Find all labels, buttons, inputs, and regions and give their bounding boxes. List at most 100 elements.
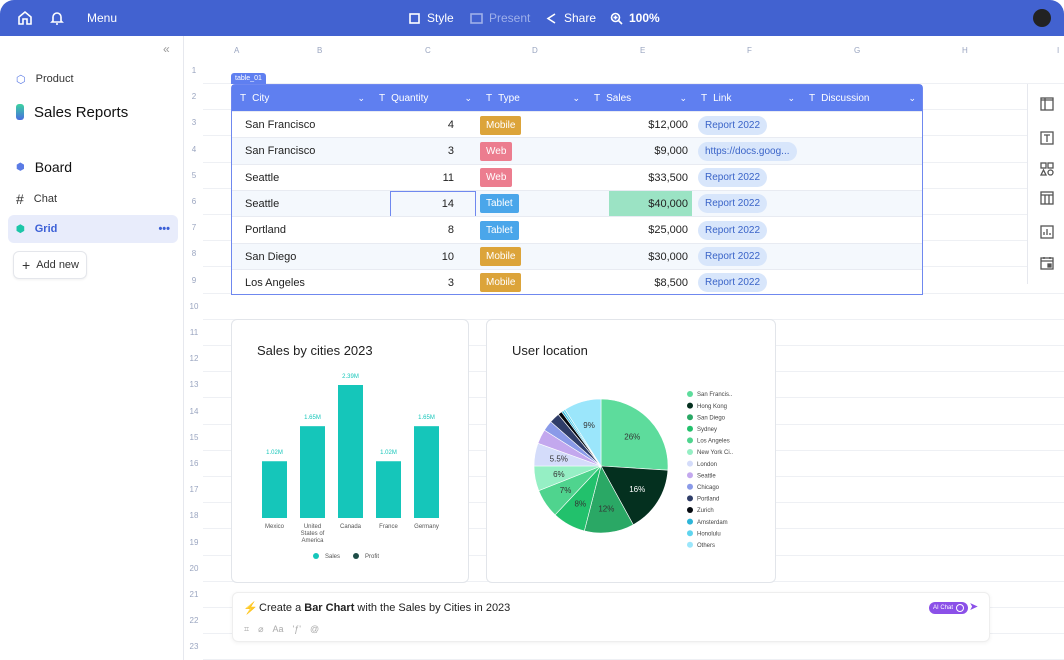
chevron-down-icon[interactable]: ⌄: [572, 92, 580, 103]
chevron-down-icon[interactable]: ⌄: [357, 92, 365, 103]
link-chip[interactable]: Report 2022: [698, 168, 768, 188]
bar[interactable]: [300, 426, 325, 518]
link-chip[interactable]: Report 2022: [698, 247, 768, 266]
chevron-down-icon[interactable]: ⌄: [464, 92, 472, 103]
type-cell[interactable]: Mobile: [480, 244, 522, 270]
column-header-city[interactable]: T City ⌄: [232, 85, 371, 111]
row-header[interactable]: 16: [189, 459, 199, 468]
quantity-cell[interactable]: 3: [447, 276, 454, 289]
row-header[interactable]: 23: [189, 642, 199, 652]
frame-icon[interactable]: ⌗: [244, 624, 250, 634]
row-header[interactable]: 12: [189, 354, 199, 364]
quantity-cell[interactable]: 4: [447, 119, 454, 131]
type-cell[interactable]: Tablet: [480, 217, 519, 243]
link-cell[interactable]: Report 2022: [698, 270, 768, 296]
column-header[interactable]: A: [234, 46, 240, 55]
row-header[interactable]: 14: [189, 406, 199, 416]
notifications-button[interactable]: [50, 0, 64, 36]
shapes-tool-icon[interactable]: [1040, 162, 1054, 176]
row-header[interactable]: 5: [191, 170, 197, 180]
present-button[interactable]: Present: [470, 0, 530, 36]
row-header[interactable]: 9: [191, 275, 197, 285]
chevron-down-icon[interactable]: ⌄: [908, 92, 916, 103]
link-chip[interactable]: Report 2022: [698, 115, 768, 135]
link-chip[interactable]: Report 2022: [698, 220, 768, 240]
link-cell[interactable]: Report 2022: [698, 165, 768, 191]
type-cell[interactable]: Tablet: [480, 191, 519, 217]
table-name-tag[interactable]: table_01: [231, 73, 266, 84]
row-header[interactable]: 19: [189, 537, 199, 547]
pie-slice[interactable]: [600, 398, 669, 471]
sales-cell[interactable]: $30,000: [648, 250, 688, 263]
text-format-icon[interactable]: Aa: [272, 624, 284, 634]
city-cell[interactable]: Seattle: [245, 197, 280, 210]
city-cell[interactable]: Portland: [245, 224, 286, 237]
quantity-cell[interactable]: 3: [447, 145, 454, 158]
home-button[interactable]: [17, 0, 33, 36]
sales-cell[interactable]: $8,500: [654, 276, 688, 289]
bar-chart-card[interactable]: 1.02M Mexico 1.65M United States of America 2.…: [231, 319, 469, 583]
row-header[interactable]: 20: [189, 563, 199, 573]
mention-icon[interactable]: @: [309, 624, 320, 634]
row-header[interactable]: 6: [191, 197, 197, 206]
row-header[interactable]: 13: [189, 380, 199, 390]
chevron-down-icon[interactable]: ⌄: [679, 92, 687, 103]
row-header[interactable]: 2: [191, 92, 197, 102]
pie-slice[interactable]: [564, 398, 602, 468]
pie-slice[interactable]: [600, 465, 669, 526]
row-header[interactable]: 18: [189, 511, 199, 521]
link-cell[interactable]: Report 2022: [698, 244, 768, 270]
pie-chart-card[interactable]: 26% San Francis.. 16% Hong Kong 12% San Diego…: [486, 319, 776, 583]
bar[interactable]: [262, 461, 287, 518]
column-header[interactable]: E: [640, 46, 646, 55]
city-cell[interactable]: San Francisco: [245, 145, 316, 158]
sales-cell[interactable]: $25,000: [648, 224, 688, 237]
column-header[interactable]: I: [1057, 46, 1060, 55]
column-header-discussion[interactable]: T Discussion ⌄: [801, 85, 922, 111]
chart-tool-icon[interactable]: [1040, 225, 1054, 239]
column-header-type[interactable]: T Type ⌄: [478, 85, 586, 111]
column-header-quantity[interactable]: T Quantity ⌄: [371, 85, 478, 111]
add-new-button[interactable]: + Add new: [13, 251, 87, 279]
ai-prompt-box[interactable]: ⚡ Create a Bar Chart with the Sales by C…: [232, 592, 990, 642]
row-header[interactable]: 10: [189, 301, 199, 311]
link-cell[interactable]: https://docs.goog...: [698, 138, 797, 164]
quantity-cell[interactable]: 8: [447, 224, 454, 237]
row-header[interactable]: 4: [191, 144, 197, 154]
type-cell[interactable]: Web: [480, 165, 513, 191]
formula-icon[interactable]: 'ƒ': [292, 624, 301, 634]
sidebar-item-board[interactable]: ⬢ Board: [8, 153, 178, 181]
row-header[interactable]: 15: [189, 432, 199, 442]
quantity-cell[interactable]: 14: [390, 190, 476, 217]
row-header[interactable]: 21: [189, 590, 199, 599]
row-header[interactable]: 11: [189, 328, 199, 337]
bar[interactable]: [414, 426, 439, 518]
sales-cell[interactable]: $33,500: [648, 171, 688, 184]
column-header[interactable]: C: [425, 46, 431, 55]
column-header[interactable]: F: [747, 46, 752, 55]
chevron-down-icon[interactable]: ⌄: [787, 92, 795, 103]
quantity-cell[interactable]: 11: [442, 171, 454, 184]
sidebar-panel-icon[interactable]: [1040, 97, 1054, 111]
attachment-icon[interactable]: ⌀: [258, 624, 264, 634]
sidebar-item-grid[interactable]: ⬢ Grid •••: [8, 215, 178, 243]
link-chip[interactable]: Report 2022: [698, 273, 768, 293]
row-header[interactable]: 1: [191, 66, 197, 75]
zoom-button[interactable]: 100%: [610, 0, 660, 36]
sidebar-item-chat[interactable]: # Chat: [8, 185, 178, 213]
type-cell[interactable]: Mobile: [480, 270, 522, 296]
type-cell[interactable]: Web: [480, 138, 513, 164]
column-header-sales[interactable]: T Sales ⌄: [586, 85, 693, 111]
column-header[interactable]: D: [532, 46, 538, 55]
sales-cell[interactable]: $9,000: [654, 145, 688, 158]
sales-cell[interactable]: $40,000: [609, 190, 692, 217]
link-chip[interactable]: https://docs.goog...: [698, 141, 797, 161]
row-header[interactable]: 17: [189, 485, 199, 495]
quantity-cell[interactable]: 10: [441, 250, 454, 263]
link-cell[interactable]: Report 2022: [698, 217, 768, 243]
city-cell[interactable]: San Diego: [245, 250, 297, 263]
type-cell[interactable]: Mobile: [480, 112, 522, 138]
link-cell[interactable]: Report 2022: [698, 191, 768, 217]
city-cell[interactable]: Seattle: [245, 171, 280, 184]
product-link[interactable]: ⬡ Product: [8, 65, 178, 93]
